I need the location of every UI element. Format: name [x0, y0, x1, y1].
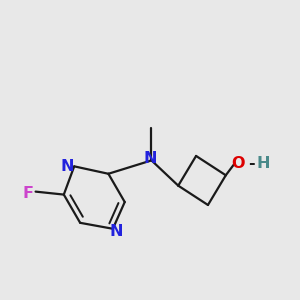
Text: H: H [256, 156, 270, 171]
Text: N: N [109, 224, 123, 239]
Text: N: N [60, 159, 74, 174]
Text: -: - [248, 156, 254, 171]
Text: O: O [231, 156, 244, 171]
Text: N: N [143, 152, 157, 166]
Text: F: F [22, 186, 34, 201]
